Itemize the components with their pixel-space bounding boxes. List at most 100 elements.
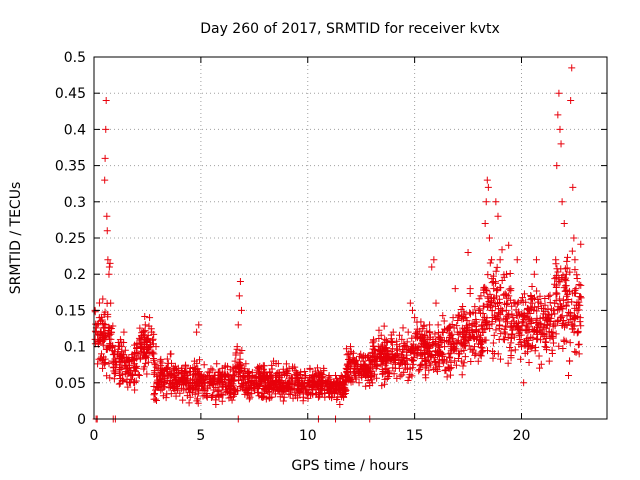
data-point — [260, 365, 268, 373]
data-point — [260, 362, 268, 370]
data-point — [116, 336, 124, 344]
data-point — [328, 394, 336, 402]
data-point — [546, 291, 554, 299]
data-point — [496, 256, 504, 264]
data-point — [571, 348, 579, 356]
data-point — [504, 299, 512, 307]
data-point — [141, 312, 149, 320]
data-point — [220, 372, 228, 380]
data-point — [334, 393, 342, 401]
data-point — [447, 343, 455, 351]
data-point — [105, 263, 113, 271]
data-point — [563, 257, 571, 265]
data-point — [312, 383, 320, 391]
data-point — [517, 339, 525, 347]
data-point — [338, 386, 346, 394]
data-point — [562, 270, 570, 278]
data-point — [533, 314, 541, 322]
y-tick-label: 0.1 — [64, 340, 86, 356]
data-point — [307, 374, 315, 382]
data-point — [108, 343, 116, 351]
data-point — [409, 364, 417, 372]
data-point — [486, 325, 494, 333]
data-point — [370, 346, 378, 354]
data-point — [232, 349, 240, 357]
data-point — [212, 393, 220, 401]
data-point — [299, 380, 307, 388]
data-point — [444, 338, 452, 346]
data-point — [95, 314, 103, 322]
data-point — [134, 371, 142, 379]
data-point — [105, 360, 113, 368]
data-point — [536, 364, 544, 372]
data-point — [514, 323, 522, 331]
data-point — [296, 371, 304, 379]
data-point — [385, 350, 393, 358]
data-point — [563, 253, 571, 261]
data-point — [312, 372, 320, 380]
data-point — [535, 321, 543, 329]
data-point — [327, 379, 335, 387]
data-point — [528, 283, 536, 291]
data-point — [525, 359, 533, 367]
data-point — [104, 256, 112, 264]
data-point — [466, 285, 474, 293]
data-point — [486, 290, 494, 298]
data-point — [451, 345, 459, 353]
data-point — [446, 333, 454, 341]
data-point — [96, 335, 104, 343]
data-point — [404, 328, 412, 336]
data-point — [431, 347, 439, 355]
data-point — [445, 350, 453, 358]
data-point — [403, 338, 411, 346]
data-point — [500, 291, 508, 299]
data-point — [369, 339, 377, 347]
data-point — [568, 64, 576, 72]
data-point — [408, 356, 416, 364]
data-point — [132, 377, 140, 385]
data-point — [560, 220, 568, 228]
data-point — [489, 277, 497, 285]
data-point — [208, 392, 216, 400]
data-point — [210, 386, 218, 394]
data-point — [192, 365, 200, 373]
data-point — [559, 316, 567, 324]
data-point — [406, 299, 414, 307]
data-point — [569, 183, 577, 191]
data-point — [493, 263, 501, 271]
data-point — [311, 367, 319, 375]
data-point — [150, 359, 158, 367]
data-point — [421, 357, 429, 365]
data-point — [544, 305, 552, 313]
data-point — [426, 321, 434, 329]
data-point — [571, 256, 579, 264]
data-point — [456, 350, 464, 358]
data-point — [498, 306, 506, 314]
data-point — [400, 368, 408, 376]
data-point — [509, 326, 517, 334]
data-point — [513, 256, 521, 264]
data-point — [565, 372, 573, 380]
data-point — [535, 298, 543, 306]
data-point — [106, 374, 114, 382]
data-point — [451, 357, 459, 365]
data-point — [135, 350, 143, 358]
data-point — [214, 372, 222, 380]
data-point — [128, 354, 136, 362]
data-point — [537, 360, 545, 368]
x-tick-label: 15 — [406, 428, 424, 444]
data-point — [193, 328, 201, 336]
data-point — [547, 314, 555, 322]
data-point — [213, 360, 221, 368]
data-point — [430, 256, 438, 264]
data-point — [170, 382, 178, 390]
data-point — [344, 350, 352, 358]
data-point — [529, 334, 537, 342]
data-point — [533, 287, 541, 295]
data-point — [533, 307, 541, 315]
data-point — [156, 376, 164, 384]
data-point — [438, 356, 446, 364]
data-point — [524, 310, 532, 318]
data-point — [120, 338, 128, 346]
x-tick-label: 5 — [196, 428, 205, 444]
